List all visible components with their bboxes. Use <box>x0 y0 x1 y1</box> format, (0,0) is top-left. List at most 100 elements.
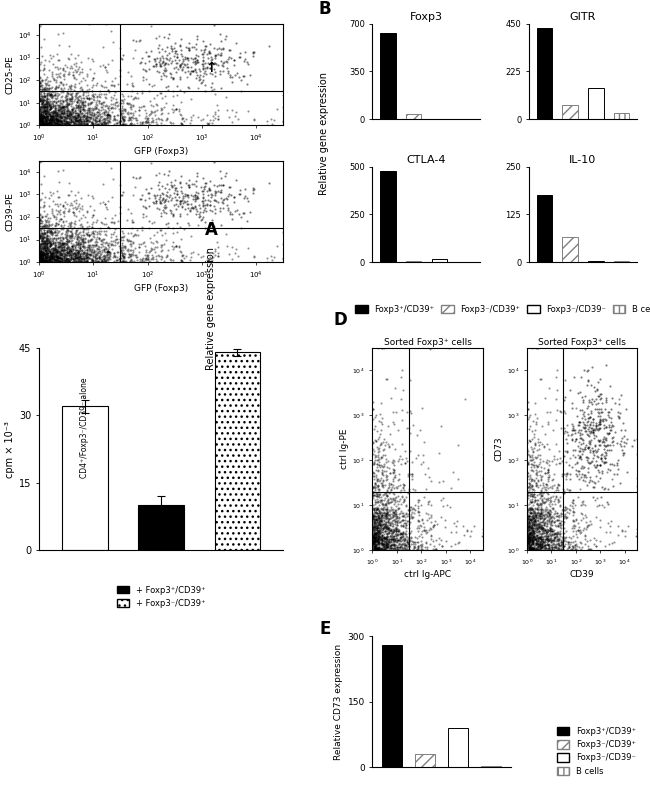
Point <box>132 223 142 236</box>
Point <box>387 517 398 530</box>
Point <box>161 193 171 206</box>
Point <box>531 536 541 549</box>
Point <box>46 245 56 258</box>
Point <box>51 109 62 122</box>
Point <box>372 536 383 549</box>
Point <box>278 89 289 102</box>
Point <box>585 418 595 430</box>
Point <box>35 111 46 123</box>
Point <box>535 508 545 520</box>
Point <box>567 396 577 409</box>
Point <box>118 251 128 263</box>
Point <box>38 219 49 232</box>
Point <box>161 233 171 246</box>
Point <box>73 222 84 235</box>
Point <box>61 250 72 263</box>
Point <box>530 513 540 526</box>
Point <box>44 115 54 128</box>
Point <box>146 20 156 32</box>
Point <box>374 543 384 556</box>
Point <box>425 499 436 512</box>
Point <box>186 197 196 210</box>
Point <box>37 118 47 131</box>
Point <box>561 468 571 481</box>
Point <box>420 467 430 480</box>
Point <box>100 212 110 225</box>
Point <box>172 89 183 101</box>
Point <box>378 532 388 544</box>
Point <box>398 533 408 546</box>
Point <box>530 524 541 536</box>
Point <box>127 248 137 260</box>
Point <box>185 67 195 80</box>
Point <box>36 255 47 268</box>
Point <box>552 525 563 538</box>
Point <box>47 70 57 82</box>
Point <box>77 116 87 129</box>
Point <box>536 471 546 483</box>
Point <box>380 543 390 556</box>
Point <box>383 496 393 509</box>
Point <box>34 93 45 106</box>
Point <box>36 106 46 119</box>
Point <box>524 517 534 529</box>
Point <box>375 508 385 520</box>
Point <box>235 74 246 86</box>
Point <box>476 530 487 543</box>
Point <box>396 527 406 539</box>
Point <box>458 529 469 542</box>
Point <box>87 255 98 268</box>
Point <box>536 505 547 517</box>
Point <box>208 110 218 123</box>
Point <box>77 107 87 119</box>
Point <box>40 115 51 127</box>
Point <box>51 233 61 245</box>
Point <box>612 456 622 469</box>
Point <box>106 231 116 244</box>
Point <box>64 119 74 131</box>
Point <box>101 229 111 241</box>
Point <box>49 113 59 126</box>
Point <box>543 541 553 554</box>
Point <box>413 494 423 507</box>
Point <box>58 70 69 83</box>
Point <box>526 487 537 500</box>
Point <box>58 247 69 259</box>
Point <box>68 118 78 131</box>
Point <box>51 80 61 93</box>
Point <box>137 85 148 97</box>
Point <box>546 512 556 524</box>
Point <box>90 236 100 248</box>
Point <box>55 91 66 104</box>
Point <box>545 524 555 537</box>
Point <box>51 109 62 122</box>
Point <box>578 396 588 408</box>
X-axis label: CD39: CD39 <box>569 570 594 579</box>
Point <box>523 457 534 470</box>
Point <box>140 252 151 264</box>
Point <box>70 247 81 259</box>
Point <box>556 543 567 556</box>
Point <box>81 252 91 265</box>
Point <box>539 542 549 554</box>
Point <box>77 103 88 115</box>
Point <box>94 240 104 253</box>
Point <box>64 108 75 120</box>
Point <box>42 114 52 127</box>
Point <box>55 245 65 258</box>
Point <box>49 112 59 125</box>
Point <box>65 81 75 93</box>
Point <box>118 252 129 264</box>
Point <box>34 230 45 243</box>
Point <box>62 198 72 210</box>
Point <box>56 238 66 251</box>
Point <box>522 535 532 547</box>
Point <box>92 98 103 111</box>
Point <box>528 489 538 501</box>
Point <box>46 119 57 131</box>
Point <box>64 235 74 248</box>
Point <box>523 487 533 500</box>
Point <box>88 251 99 263</box>
Point <box>571 524 582 537</box>
Point <box>45 251 55 263</box>
